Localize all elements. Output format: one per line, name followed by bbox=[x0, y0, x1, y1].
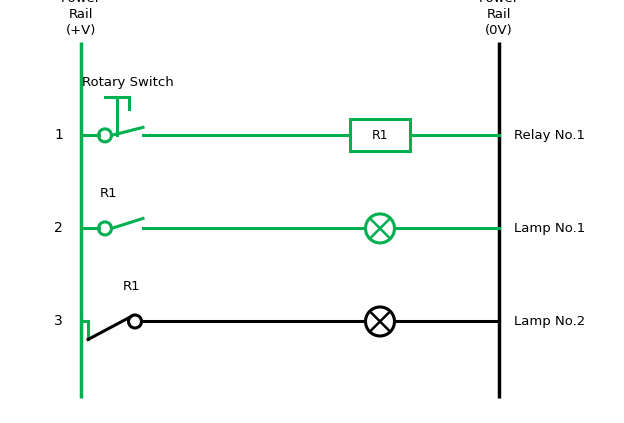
Text: Lamp No.1: Lamp No.1 bbox=[514, 222, 585, 235]
Text: Power
Rail
(0V): Power Rail (0V) bbox=[479, 0, 519, 37]
Text: R1: R1 bbox=[123, 280, 140, 294]
Text: R1: R1 bbox=[100, 187, 118, 201]
Text: 2: 2 bbox=[54, 221, 63, 236]
Bar bbox=[350, 119, 410, 151]
Text: 1: 1 bbox=[54, 128, 63, 143]
Text: Relay No.1: Relay No.1 bbox=[514, 129, 585, 142]
Text: Rotary Switch: Rotary Switch bbox=[82, 77, 173, 89]
Text: Power
Rail
(+V): Power Rail (+V) bbox=[61, 0, 101, 37]
Text: Lamp No.2: Lamp No.2 bbox=[514, 315, 585, 328]
Text: 3: 3 bbox=[54, 314, 63, 329]
Text: R1: R1 bbox=[372, 129, 388, 142]
